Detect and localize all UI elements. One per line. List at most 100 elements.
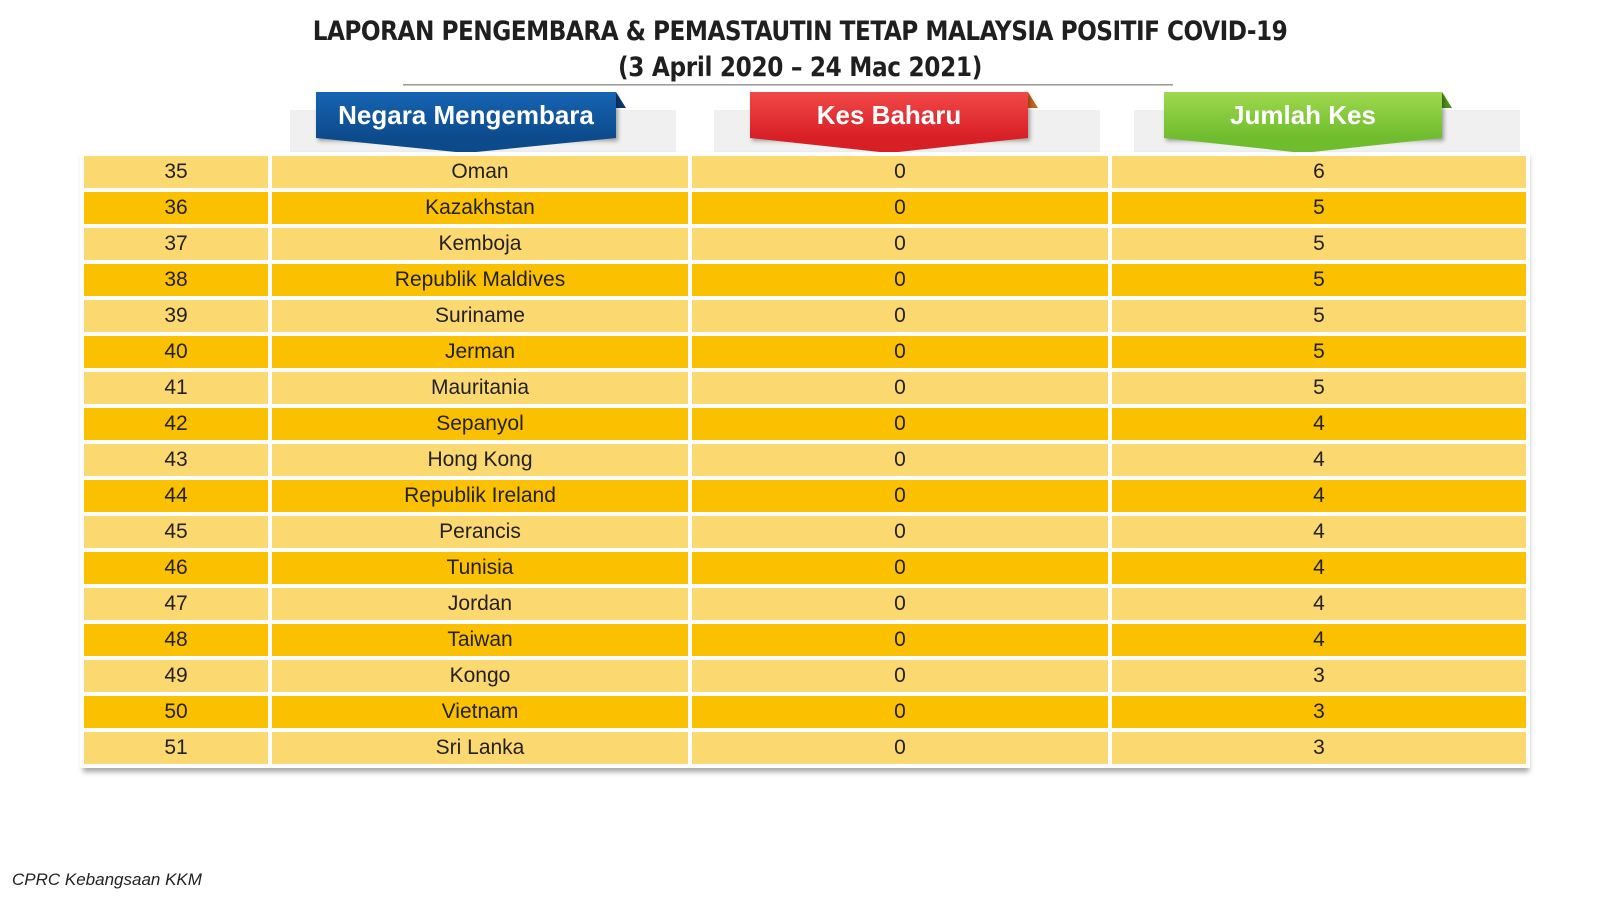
total-cases-value: 5 [1108,260,1530,300]
country-name: Hong Kong [268,440,692,480]
row-number: 46 [80,548,272,588]
new-cases-value: 0 [688,692,1112,732]
total-cases-value: 4 [1108,404,1530,444]
new-cases-value: 0 [688,188,1112,228]
row-number: 36 [80,188,272,228]
country-name: Republik Ireland [268,476,692,516]
title-underline [403,84,1173,86]
row-number: 49 [80,656,272,696]
total-cases-value: 5 [1108,296,1530,336]
row-number: 43 [80,440,272,480]
total-cases-value: 4 [1108,584,1530,624]
table-row: 51 Sri Lanka 0 3 [80,728,1530,768]
new-cases-value: 0 [688,152,1112,192]
country-name: Suriname [268,296,692,336]
new-cases-value: 0 [688,404,1112,444]
header-fold-total-cases [1442,92,1452,108]
table-row: 39 Suriname 0 5 [80,296,1530,336]
table-row: 40 Jerman 0 5 [80,332,1530,372]
new-cases-value: 0 [688,224,1112,264]
country-name: Perancis [268,512,692,552]
country-name: Republik Maldives [268,260,692,300]
table-row: 41 Mauritania 0 5 [80,368,1530,408]
source-footer: CPRC Kebangsaan KKM [12,870,202,889]
table-row: 35 Oman 0 6 [80,152,1530,192]
total-cases-value: 4 [1108,512,1530,552]
country-name: Kemboja [268,224,692,264]
header-pointer-total-cases [1164,138,1442,153]
row-number: 48 [80,620,272,660]
new-cases-value: 0 [688,368,1112,408]
country-name: Mauritania [268,368,692,408]
new-cases-value: 0 [688,548,1112,588]
row-number: 38 [80,260,272,300]
header-pointer-country [316,138,616,153]
header-fold-country [616,92,626,108]
cases-table: 35 Oman 0 6 36 Kazakhstan 0 5 37 Kemboja 0 5 38 Repub… [80,152,1530,768]
new-cases-value: 0 [688,584,1112,624]
total-cases-value: 4 [1108,548,1530,588]
new-cases-value: 0 [688,476,1112,516]
new-cases-value: 0 [688,296,1112,336]
country-name: Kazakhstan [268,188,692,228]
total-cases-value: 5 [1108,332,1530,372]
new-cases-value: 0 [688,728,1112,768]
total-cases-value: 4 [1108,440,1530,480]
row-number: 45 [80,512,272,552]
country-name: Jerman [268,332,692,372]
table-row: 50 Vietnam 0 3 [80,692,1530,732]
total-cases-value: 4 [1108,620,1530,660]
new-cases-value: 0 [688,332,1112,372]
total-cases-value: 3 [1108,692,1530,732]
header-pointer-new-cases [750,138,1028,153]
total-cases-value: 4 [1108,476,1530,516]
header-total-cases: Jumlah Kes [1164,92,1442,138]
total-cases-value: 3 [1108,728,1530,768]
report-title-line2: (3 April 2020 – 24 Mac 2021) [618,52,982,83]
report-title-line1: LAPORAN PENGEMBARA & PEMASTAUTIN TETAP M… [312,16,1288,47]
total-cases-value: 3 [1108,656,1530,696]
new-cases-value: 0 [688,440,1112,480]
row-number: 37 [80,224,272,264]
table-row: 38 Republik Maldives 0 5 [80,260,1530,300]
table-row: 46 Tunisia 0 4 [80,548,1530,588]
table-row: 47 Jordan 0 4 [80,584,1530,624]
row-number: 40 [80,332,272,372]
table-row: 36 Kazakhstan 0 5 [80,188,1530,228]
row-number: 41 [80,368,272,408]
row-number: 50 [80,692,272,732]
table-row: 37 Kemboja 0 5 [80,224,1530,264]
table-row: 43 Hong Kong 0 4 [80,440,1530,480]
table-row: 48 Taiwan 0 4 [80,620,1530,660]
country-name: Kongo [268,656,692,696]
total-cases-value: 5 [1108,224,1530,264]
row-number: 47 [80,584,272,624]
table-row: 49 Kongo 0 3 [80,656,1530,696]
new-cases-value: 0 [688,620,1112,660]
country-name: Sri Lanka [268,728,692,768]
row-number: 39 [80,296,272,336]
country-name: Jordan [268,584,692,624]
header-country: Negara Mengembara [316,92,616,138]
total-cases-value: 5 [1108,188,1530,228]
row-number: 51 [80,728,272,768]
total-cases-value: 6 [1108,152,1530,192]
country-name: Taiwan [268,620,692,660]
row-number: 44 [80,476,272,516]
row-number: 42 [80,404,272,444]
country-name: Vietnam [268,692,692,732]
total-cases-value: 5 [1108,368,1530,408]
country-name: Oman [268,152,692,192]
header-fold-new-cases [1028,92,1038,108]
report-title: LAPORAN PENGEMBARA & PEMASTAUTIN TETAP M… [0,14,1600,86]
new-cases-value: 0 [688,260,1112,300]
new-cases-value: 0 [688,656,1112,696]
header-new-cases: Kes Baharu [750,92,1028,138]
new-cases-value: 0 [688,512,1112,552]
table-row: 44 Republik Ireland 0 4 [80,476,1530,516]
cases-table-body: 35 Oman 0 6 36 Kazakhstan 0 5 37 Kemboja 0 5 38 Repub… [80,152,1530,768]
country-name: Tunisia [268,548,692,588]
table-row: 42 Sepanyol 0 4 [80,404,1530,444]
country-name: Sepanyol [268,404,692,444]
row-number: 35 [80,152,272,192]
